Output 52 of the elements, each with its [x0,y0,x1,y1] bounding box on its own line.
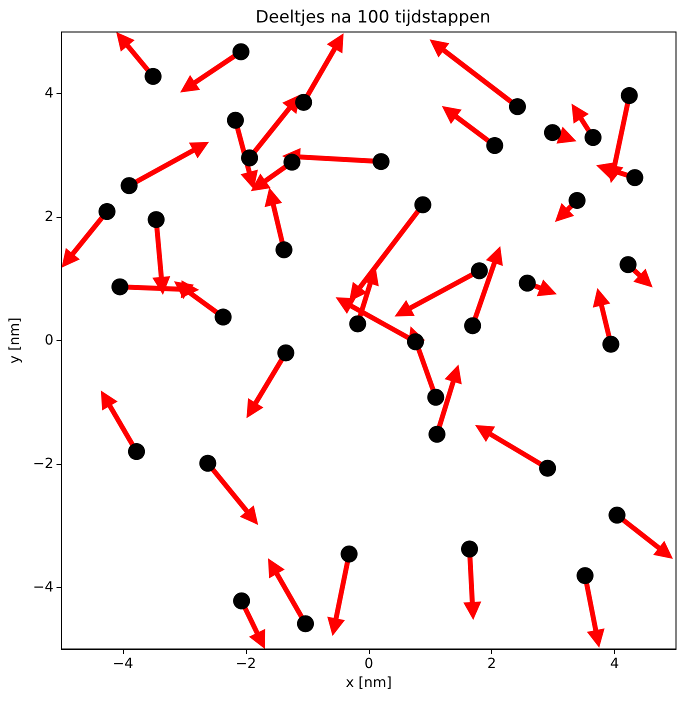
y-tick-label: −4 [32,579,54,596]
point [120,177,138,194]
point [148,211,165,228]
point [584,129,602,146]
x-tick-label: 0 [364,656,374,672]
y-tick-label: 2 [44,209,54,226]
point [349,315,366,332]
point [470,262,488,280]
point [539,460,556,477]
point [275,241,292,258]
y-tick-label: 0 [44,332,54,348]
point [232,43,250,60]
x-tick-label: −2 [236,656,256,672]
y-tick-label: −2 [32,456,54,472]
point [340,545,358,562]
chart-title: Deeltjes na 100 tijdstappen [256,8,490,28]
point [428,426,446,443]
point [226,112,244,129]
point [464,317,482,334]
x-axis-title: x [nm] [346,675,392,691]
point [128,443,145,460]
point [576,567,594,584]
point [620,256,637,274]
point [199,454,216,472]
point [544,124,561,142]
point [427,388,444,406]
point [98,203,116,220]
x-tick-label: 2 [487,656,496,672]
point [461,540,478,558]
point [626,169,644,186]
point [486,137,504,154]
y-tick-label: 4 [44,86,54,102]
point [214,308,232,326]
point [406,333,424,350]
point [296,615,314,632]
point [277,344,294,362]
x-tick-label: −4 [112,656,134,672]
y-axis-title: y [nm] [7,317,23,364]
point [602,336,620,353]
point [568,192,586,209]
point [608,506,626,524]
point [414,196,432,214]
point [295,94,312,111]
point [518,274,536,292]
point [233,592,250,610]
point [620,87,638,104]
x-tick-label: 4 [610,656,620,672]
point [372,153,390,170]
point [111,278,128,296]
point [508,98,526,116]
point [283,154,300,171]
point [144,68,162,85]
